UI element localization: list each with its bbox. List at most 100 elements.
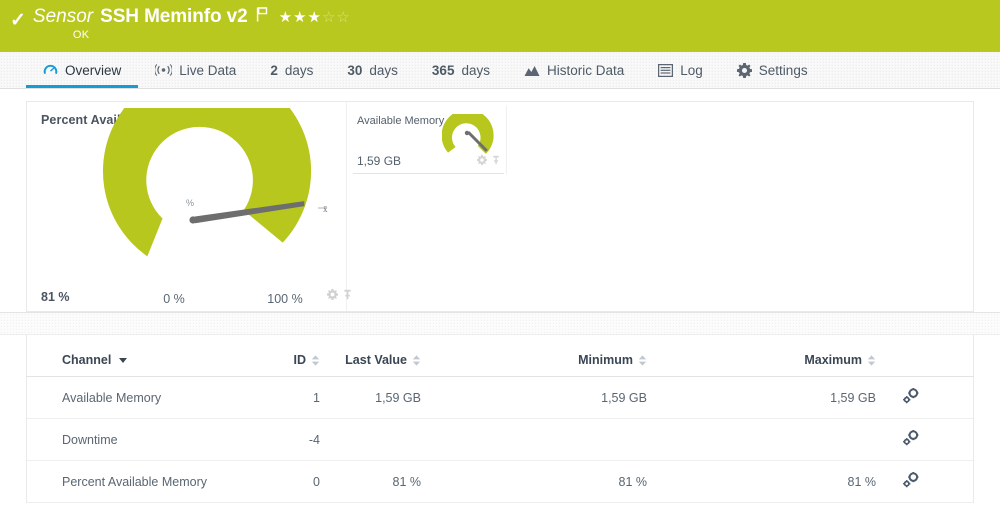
tab-label: Settings [758, 62, 808, 78]
star-empty-4: ☆ [321, 8, 336, 26]
gear-icon[interactable] [477, 152, 487, 170]
list-icon [658, 63, 674, 77]
tab-2-days[interactable]: 2 days [253, 52, 330, 88]
content-area: Percent Available Memory x̄ % [0, 67, 1000, 503]
cell-channel: Downtime [27, 418, 242, 461]
column-header-channel[interactable]: Channel [27, 353, 242, 377]
table-header-row: Channel ID [27, 353, 973, 377]
cell-actions[interactable] [888, 418, 973, 461]
table-row[interactable]: Percent Available Memory 0 81 % 81 % 81 … [27, 460, 973, 503]
column-label: Channel [62, 353, 112, 367]
column-header-actions [888, 353, 973, 377]
channels-panel: Channel ID [26, 335, 974, 503]
sensor-header: ✓ Sensor SSH Meminfo v2 ★ ★ ★ ☆ ☆ OK [0, 0, 1000, 52]
gauge-small-value: 1,59 GB [357, 154, 402, 168]
tab-historic-data[interactable]: Historic Data [507, 52, 641, 88]
column-label: ID [293, 353, 307, 367]
gears-icon[interactable] [902, 430, 919, 449]
chevron-down-icon [119, 357, 128, 363]
sort-arrows-icon [867, 354, 876, 366]
gauge-icon [43, 63, 58, 78]
table-row[interactable]: Available Memory 1 1,59 GB 1,59 GB 1,59 … [27, 376, 973, 419]
cell-maximum: 81 % [660, 460, 888, 503]
gauge-small-title: Available Memory [357, 115, 445, 127]
cell-channel: Available Memory [27, 376, 242, 419]
channels-table: Channel ID [27, 353, 973, 503]
cell-actions[interactable] [888, 376, 973, 419]
star-filled-2: ★ [293, 8, 307, 26]
tab-label: Overview [65, 62, 122, 78]
tab-settings[interactable]: Settings [720, 52, 825, 88]
live-signal-icon [155, 63, 173, 77]
gauge-available-memory[interactable]: Available Memory 1,59 GB [347, 106, 507, 174]
gears-icon[interactable] [902, 388, 919, 407]
star-empty-5: ☆ [336, 8, 350, 26]
star-filled-1: ★ [278, 8, 293, 26]
checkmark-icon: ✓ [10, 10, 26, 31]
gauge-panel-actions[interactable] [327, 287, 352, 305]
divider [353, 173, 504, 174]
tab-label: days [461, 62, 490, 78]
cell-last-value: 1,59 GB [320, 376, 430, 419]
column-header-id[interactable]: ID [242, 353, 320, 377]
table-row[interactable]: Downtime -4 [27, 418, 973, 461]
tab-prefix: 2 [270, 62, 278, 78]
cell-actions[interactable] [888, 460, 973, 503]
tab-prefix: 365 [431, 62, 455, 78]
cell-id: -4 [242, 418, 320, 461]
star-filled-3: ★ [307, 8, 321, 26]
gear-icon [736, 62, 752, 78]
gauge-small-graphic [441, 109, 494, 167]
tab-label: days [284, 62, 314, 78]
area-chart-icon [524, 64, 540, 77]
tab-365-days[interactable]: 365 days [415, 52, 507, 88]
gauge-value-label: 81 % [41, 290, 70, 304]
panel-separator [0, 312, 1000, 335]
column-label: Last Value [345, 353, 407, 367]
tab-live-data[interactable]: Live Data [138, 52, 253, 88]
rating-stars[interactable]: ★ ★ ★ ☆ ☆ [279, 10, 350, 25]
header-text: Sensor SSH Meminfo v2 ★ ★ ★ ☆ ☆ OK [33, 6, 350, 41]
column-label: Minimum [578, 353, 633, 367]
sensor-kind-label: Sensor [32, 6, 94, 27]
cell-id: 1 [242, 376, 320, 419]
pin-icon[interactable] [343, 287, 352, 305]
cell-id: 0 [242, 460, 320, 503]
cell-minimum: 81 % [430, 460, 660, 503]
tab-bar: Overview Live Data 2 days 30 days 365 da… [0, 52, 1000, 89]
cell-last-value [320, 418, 430, 461]
gauge-small-actions[interactable] [477, 152, 500, 170]
status-badge: OK [72, 29, 90, 41]
tab-label: days [369, 62, 398, 78]
gear-icon[interactable] [327, 287, 338, 305]
column-header-last-value[interactable]: Last Value [320, 353, 430, 377]
sort-arrows-icon [412, 354, 421, 366]
cell-last-value: 81 % [320, 460, 430, 503]
tab-prefix: 30 [347, 62, 363, 78]
tab-log[interactable]: Log [641, 52, 720, 88]
cell-minimum: 1,59 GB [430, 376, 660, 419]
gears-icon[interactable] [902, 472, 919, 491]
gauge-center-unit: % [186, 198, 194, 208]
column-header-minimum[interactable]: Minimum [430, 353, 660, 377]
sort-arrows-icon [311, 354, 320, 366]
cell-channel: Percent Available Memory [27, 460, 242, 503]
cell-maximum [660, 418, 888, 461]
column-label: Maximum [804, 353, 862, 367]
tab-label: Log [680, 62, 703, 78]
tab-overview[interactable]: Overview [26, 52, 139, 88]
tab-30-days[interactable]: 30 days [330, 52, 415, 88]
page-title[interactable]: SSH Meminfo v2 [100, 6, 248, 27]
column-header-maximum[interactable]: Maximum [660, 353, 888, 377]
pin-icon[interactable] [492, 152, 500, 170]
gauges-panel: Percent Available Memory x̄ % [26, 67, 974, 313]
gauge-min-label: 0 % [163, 292, 185, 306]
cell-maximum: 1,59 GB [660, 376, 888, 419]
gauge-max-label: 100 % [267, 292, 302, 306]
tab-label: Live Data [179, 62, 237, 78]
sort-arrows-icon [638, 354, 647, 366]
gauge-mean-marker-label: x̄ [323, 204, 328, 214]
flag-icon[interactable] [256, 7, 269, 27]
gauge-percent-available-memory[interactable]: Percent Available Memory x̄ % [27, 67, 351, 313]
gauge-graphic: x̄ % 0 % 100 % [27, 67, 347, 313]
